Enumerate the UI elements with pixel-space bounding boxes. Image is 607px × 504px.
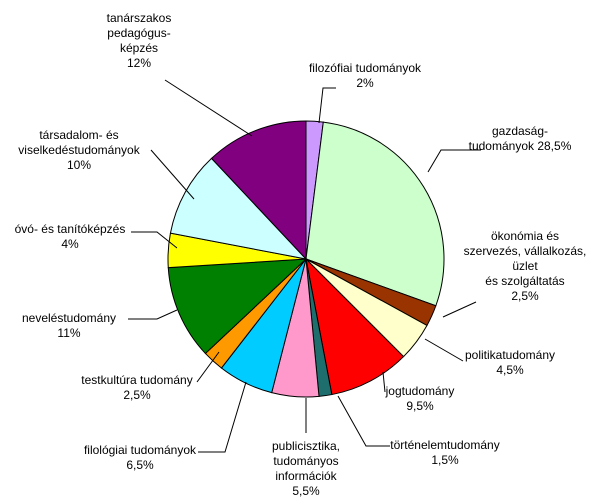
- slice-label: filológiai tudományok 6,5%: [84, 443, 197, 472]
- slice-label-line: és szolgáltatás: [485, 274, 564, 288]
- slice-label-line: szervezés, vállalkozás,: [464, 244, 587, 258]
- pie-slice: [169, 157, 308, 260]
- leader-line: [150, 149, 195, 200]
- leader-line: [131, 231, 178, 249]
- slice-label-line: képzés: [120, 41, 158, 55]
- slice-label: társadalom- és viselkedéstudományok 10%: [18, 128, 140, 172]
- slice-label: gazdaság-tudományok 28,5%: [469, 124, 572, 153]
- slice-label-line: tudományos: [273, 454, 338, 468]
- slice-label-line: 6,5%: [126, 458, 154, 472]
- pie-slice: [305, 121, 445, 307]
- leader-line: [198, 381, 247, 453]
- slice-label-line: 1,5%: [431, 453, 459, 467]
- slice-label-line: gazdaság-: [492, 124, 548, 138]
- slice-label-line: filozófiai tudományok: [309, 61, 422, 75]
- slice-label-line: információk: [275, 469, 337, 483]
- slice-label: filozófiai tudományok 2%: [309, 61, 422, 90]
- slice-label-line: 10%: [67, 158, 91, 172]
- slice-label-line: testkultúra tudomány: [81, 373, 192, 387]
- slice-label-line: pedagógus-: [107, 26, 170, 40]
- pie-slice: [167, 258, 308, 355]
- slice-label: jogtudomány 9,5%: [385, 384, 455, 413]
- slice-label-line: tanárszakos: [107, 11, 172, 25]
- slice-label-line: ökonómia és: [491, 229, 559, 243]
- leader-line: [337, 395, 390, 447]
- leader-line: [164, 79, 253, 137]
- slice-label-line: 4%: [61, 237, 79, 251]
- slice-label-line: politikatudomány: [465, 348, 555, 362]
- slice-label-line: filológiai tudományok: [84, 443, 197, 457]
- leader-lines: [128, 79, 481, 453]
- leader-line: [128, 309, 178, 320]
- slice-label-line: viselkedéstudományok: [18, 143, 140, 157]
- slice-label-line: társadalom- és: [39, 128, 118, 142]
- leader-line: [318, 87, 336, 124]
- slice-label-line: publicisztika,: [272, 439, 340, 453]
- slice-label-line: 2,5%: [123, 388, 151, 402]
- leader-line: [442, 301, 477, 318]
- slice-label: neveléstudomány 11%: [22, 311, 116, 340]
- slice-label-line: üzlet: [512, 259, 538, 273]
- slice-label-line: óvó- és tanítóképzés: [15, 222, 126, 236]
- leader-line: [382, 371, 386, 393]
- slice-label-line: tudományok 28,5%: [469, 139, 572, 153]
- slice-label-line: 5,5%: [292, 484, 320, 498]
- slice-label-line: 2%: [356, 76, 374, 90]
- pie-slice: [305, 257, 405, 396]
- slice-label: óvó- és tanítóképzés 4%: [15, 222, 126, 251]
- leader-line: [427, 149, 481, 173]
- slice-label-line: 2,5%: [511, 289, 539, 303]
- slice-label-line: jogtudomány: [385, 384, 455, 398]
- slice-label-line: történelemtudomány: [390, 438, 499, 452]
- slice-label: történelemtudomány 1,5%: [390, 438, 499, 467]
- slice-label: testkultúra tudomány 2,5%: [81, 373, 192, 402]
- slice-label-line: 11%: [57, 326, 80, 340]
- slice-label-line: 12%: [127, 56, 151, 70]
- pie-slice: [210, 120, 307, 261]
- pie-slices: [167, 120, 445, 398]
- leader-line: [424, 338, 464, 362]
- slice-label-line: 9,5%: [406, 399, 434, 413]
- slice-label: politikatudomány 4,5%: [465, 348, 555, 377]
- leader-line: [196, 351, 220, 383]
- slice-label: tanárszakos pedagógus-képzés 12%: [107, 11, 172, 70]
- slice-label: publicisztika, tudományos információk 5,5%: [272, 439, 340, 498]
- slice-labels: filozófiai tudományok 2% gazdaság-tudomány…: [15, 11, 587, 498]
- slice-label: ökonómia és szervezés, vállalkozás, üzlet é…: [464, 229, 587, 303]
- slice-label-line: neveléstudomány: [22, 311, 116, 325]
- slice-label-line: 4,5%: [496, 363, 524, 377]
